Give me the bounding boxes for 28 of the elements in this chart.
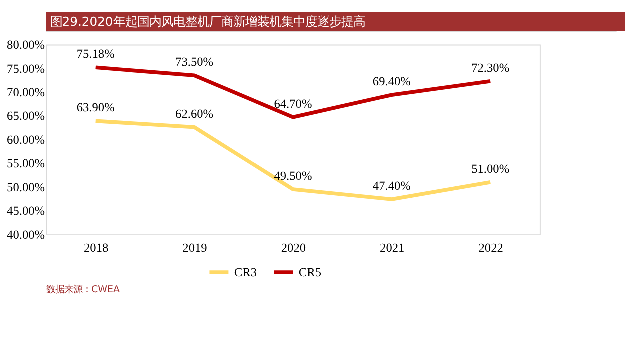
data-label: 75.18%: [76, 47, 115, 62]
x-tick-label: 2018: [84, 241, 109, 256]
y-tick-label: 40.00%: [7, 228, 46, 242]
source-note: 数据来源：CWEA: [46, 284, 120, 296]
data-label: 69.40%: [372, 74, 411, 89]
data-label: 72.30%: [472, 60, 510, 75]
data-label: 62.60%: [176, 106, 214, 121]
data-label: 73.50%: [176, 55, 214, 70]
y-tick-label: 55.00%: [7, 156, 46, 171]
chart-title: 图29.2020年起国内风电整机厂商新增装机集中度逐步提高: [50, 14, 366, 29]
legend-label: CR5: [298, 265, 322, 280]
y-tick-label: 50.00%: [7, 180, 46, 194]
y-tick-label: 45.00%: [7, 204, 46, 218]
legend-label: CR3: [234, 265, 258, 280]
y-tick-label: 60.00%: [7, 132, 46, 147]
data-label: 51.00%: [472, 162, 510, 176]
x-tick-label: 2019: [182, 241, 208, 256]
y-tick-label: 80.00%: [7, 38, 46, 52]
data-label: 64.70%: [274, 96, 312, 111]
y-tick-label: 65.00%: [7, 109, 46, 124]
x-tick-label: 2020: [281, 241, 306, 256]
data-label: 63.90%: [76, 100, 115, 115]
x-tick-label: 2022: [478, 241, 504, 256]
data-label: 49.50%: [274, 169, 312, 184]
data-label: 47.40%: [372, 178, 411, 193]
y-tick-label: 70.00%: [7, 86, 46, 100]
y-tick-label: 75.00%: [7, 62, 46, 76]
x-tick-label: 2021: [380, 241, 405, 256]
